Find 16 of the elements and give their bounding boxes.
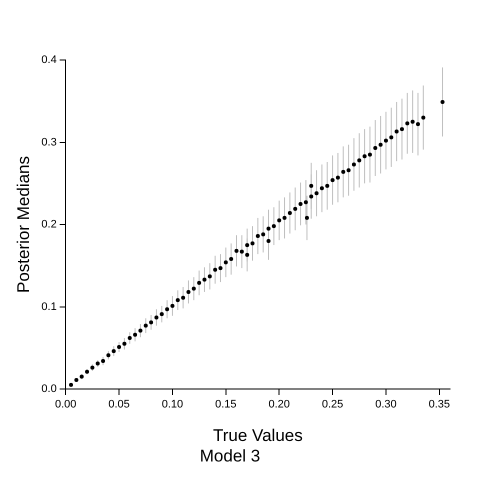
x-tick-label: 0.10 (162, 398, 184, 411)
y-tick-label: 0.4 (41, 54, 57, 66)
x-tick-label: 0.00 (54, 398, 76, 411)
x-axis-title: True Values (212, 426, 303, 446)
text: Model 3 (200, 446, 260, 466)
y-tick-label: 0.2 (41, 218, 57, 231)
y-tick-label: 0.3 (41, 136, 57, 148)
x-tick-label: 0.05 (108, 398, 130, 411)
x-tick-label: 0.35 (428, 398, 450, 411)
y-tick-label: 0.1 (41, 300, 57, 313)
y-tick-label: 0.0 (41, 383, 57, 396)
y-axis-title: Posterior Medians (14, 156, 33, 294)
x-tick-label: 0.25 (322, 398, 344, 411)
x-tick-label: 0.30 (375, 398, 397, 411)
x-tick-label: 0.20 (268, 398, 290, 411)
x-tick-label: 0.15 (215, 398, 237, 411)
